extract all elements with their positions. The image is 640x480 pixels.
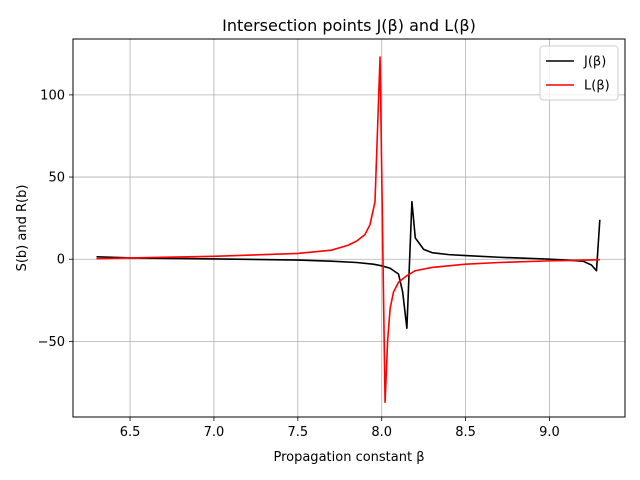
plot-frame [72, 38, 626, 418]
series-line-1 [96, 56, 600, 404]
x-axis-ticks: 6.5 7.0 7.5 8.0 8.5 9.0 [120, 417, 560, 440]
legend: J(β) L(β) [539, 45, 619, 101]
x-tick-label: 8.5 [455, 425, 476, 440]
y-axis-label: S(b) and R(b) [15, 185, 30, 272]
x-tick-label: 7.5 [287, 425, 308, 440]
y-tick-label: −50 [38, 335, 65, 350]
x-tick-label: 8.0 [371, 425, 392, 440]
series-line-0 [96, 200, 601, 330]
y-tick-label: 50 [48, 171, 65, 186]
y-axis-ticks: −50 0 50 100 [38, 88, 73, 350]
series-lines [96, 56, 601, 404]
legend-entry: L(β) [584, 79, 610, 94]
y-tick-label: 100 [40, 88, 65, 103]
legend-entry: J(β) [583, 55, 606, 70]
x-axis-label: Propagation constant β [273, 450, 424, 465]
chart-title: Intersection points J(β) and L(β) [222, 16, 476, 35]
x-tick-label: 7.0 [204, 425, 225, 440]
legend-box [539, 45, 619, 101]
x-tick-label: 6.5 [120, 425, 141, 440]
x-tick-label: 9.0 [539, 425, 560, 440]
grid-lines [73, 39, 625, 417]
y-tick-label: 0 [57, 253, 65, 268]
